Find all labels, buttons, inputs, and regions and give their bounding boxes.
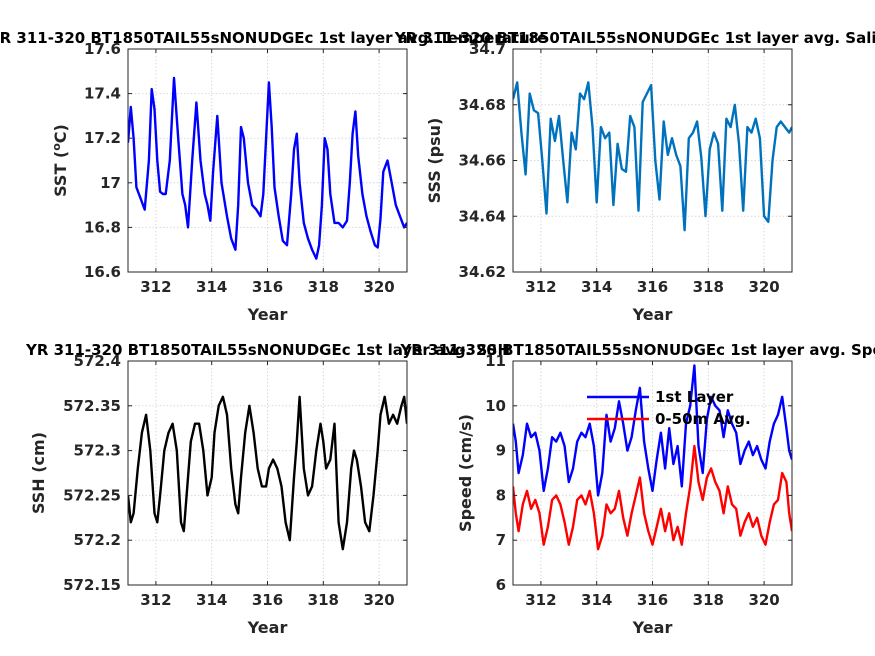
series-line-1 xyxy=(513,81,792,232)
y-tick-label: 16.8 xyxy=(84,218,121,236)
y-tick-label: 16.6 xyxy=(84,263,121,281)
x-tick-label: 312 xyxy=(525,591,556,609)
y-tick-label: 8 xyxy=(496,486,506,504)
x-tick-label: 314 xyxy=(196,591,227,609)
legend-label: 1st Layer xyxy=(655,388,734,406)
chart-title: YR 311-320 BT1850TAIL55sNONUDGEc 1st lay… xyxy=(399,341,875,359)
chart-title: YR 311-320 BT1850TAIL55sNONUDGEc 1st lay… xyxy=(394,29,875,47)
x-tick-label: 312 xyxy=(525,278,556,296)
x-tick-label: 318 xyxy=(308,591,339,609)
y-tick-label: 17.2 xyxy=(84,129,121,147)
y-tick-label: 34.66 xyxy=(459,152,506,170)
y-tick-label: 6 xyxy=(496,576,506,594)
x-tick-label: 318 xyxy=(693,278,724,296)
y-tick-label: 34.7 xyxy=(469,40,506,58)
chart-panel-3: 312 314 316 318 320 572.15 572.2 572.25 572.3 572… xyxy=(25,341,510,637)
chart-panel-2: 312 314 316 318 32034.6234.6434.6634.6834.7Y… xyxy=(394,29,875,324)
x-axis-label: Year xyxy=(632,305,673,324)
x-tick-label: 320 xyxy=(363,278,394,296)
x-tick-label: 320 xyxy=(363,591,394,609)
x-tick-label: 314 xyxy=(196,278,227,296)
y-tick-label: 10 xyxy=(485,397,506,415)
x-tick-label: 318 xyxy=(693,591,724,609)
y-tick-label: 34.62 xyxy=(459,263,506,281)
y-tick-label: 572.2 xyxy=(74,531,121,549)
chart-panel-1: 312 314 316 318 320 16.6 16.8 17 17.2 17.4 17.6 Yea… xyxy=(0,29,547,324)
y-tick-label: 572.4 xyxy=(74,352,121,370)
x-tick-label: 316 xyxy=(252,591,283,609)
x-axis-label: Year xyxy=(247,618,288,637)
x-tick-label: 320 xyxy=(748,591,779,609)
y-axis-label: SSH (cm) xyxy=(29,432,48,514)
x-tick-label: 312 xyxy=(140,278,171,296)
y-tick-label: 572.3 xyxy=(74,442,121,460)
series-line-1 xyxy=(513,364,792,497)
legend-label: 0-50m Avg. xyxy=(655,410,751,428)
x-tick-label: 318 xyxy=(308,278,339,296)
y-tick-label: 17.4 xyxy=(84,85,121,103)
y-tick-label: 34.64 xyxy=(459,207,506,225)
x-tick-label: 320 xyxy=(748,278,779,296)
x-tick-label: 312 xyxy=(140,591,171,609)
series-line-2 xyxy=(513,444,792,551)
y-tick-label: 17 xyxy=(100,174,121,192)
series-line-1 xyxy=(128,76,407,260)
legend: 1st Layer 0-50m Avg. xyxy=(587,388,751,428)
chart-title: YR 311-320 BT1850TAIL55sNONUDGEc 1st lay… xyxy=(25,341,510,359)
y-axis-label: SSS (psu) xyxy=(425,118,444,204)
x-tick-label: 314 xyxy=(581,591,612,609)
x-tick-label: 316 xyxy=(637,591,668,609)
y-tick-label: 11 xyxy=(485,352,506,370)
chart-panel-4: 312 314 316 318 320 6 7 8 9 10 11 Year Speed (cm/s) Y… xyxy=(399,341,875,637)
y-tick-label: 572.25 xyxy=(63,486,121,504)
x-tick-label: 314 xyxy=(581,278,612,296)
y-tick-label: 7 xyxy=(496,531,506,549)
x-tick-label: 316 xyxy=(252,278,283,296)
x-axis-label: Year xyxy=(632,618,673,637)
y-tick-label: 572.35 xyxy=(63,397,121,415)
x-axis-label: Year xyxy=(247,305,288,324)
y-axis-label: SST (oC) xyxy=(50,124,70,197)
y-tick-label: 17.6 xyxy=(84,40,121,58)
series-line-1 xyxy=(128,395,407,551)
chart-title: YR 311-320 BT1850TAIL55sNONUDGEc 1st lay… xyxy=(0,29,547,47)
y-axis-label: Speed (cm/s) xyxy=(456,414,475,532)
y-tick-label: 572.15 xyxy=(63,576,121,594)
y-tick-label: 9 xyxy=(496,442,506,460)
y-tick-label: 34.68 xyxy=(459,96,506,114)
x-tick-label: 316 xyxy=(637,278,668,296)
